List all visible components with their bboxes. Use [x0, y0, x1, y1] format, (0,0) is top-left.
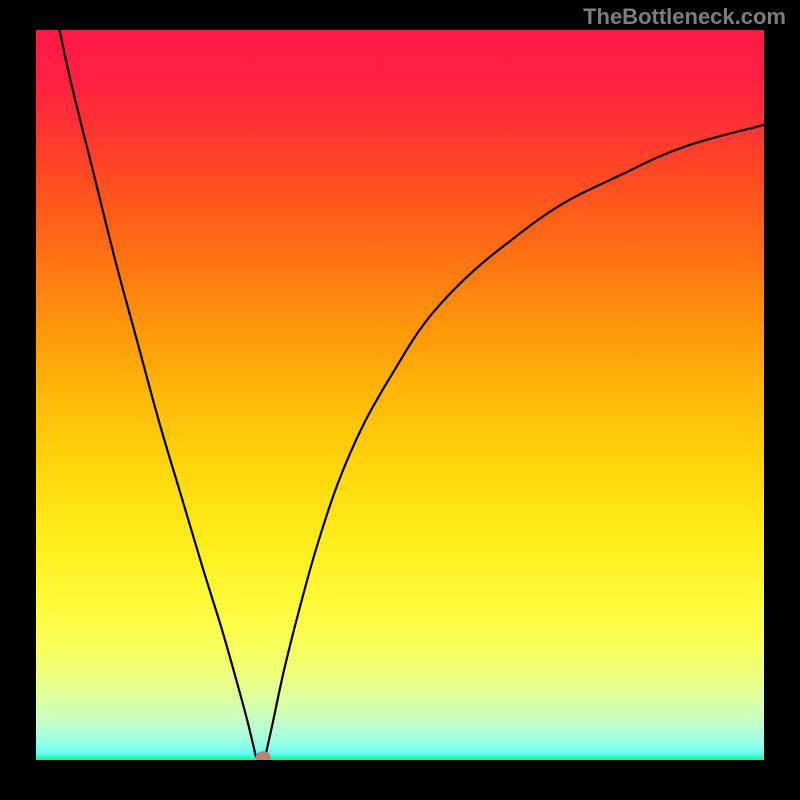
plot-area — [36, 30, 764, 760]
gradient-background — [36, 30, 764, 760]
plot-svg — [36, 30, 764, 760]
watermark-text: TheBottleneck.com — [583, 4, 786, 30]
chart-container: TheBottleneck.com — [0, 0, 800, 800]
